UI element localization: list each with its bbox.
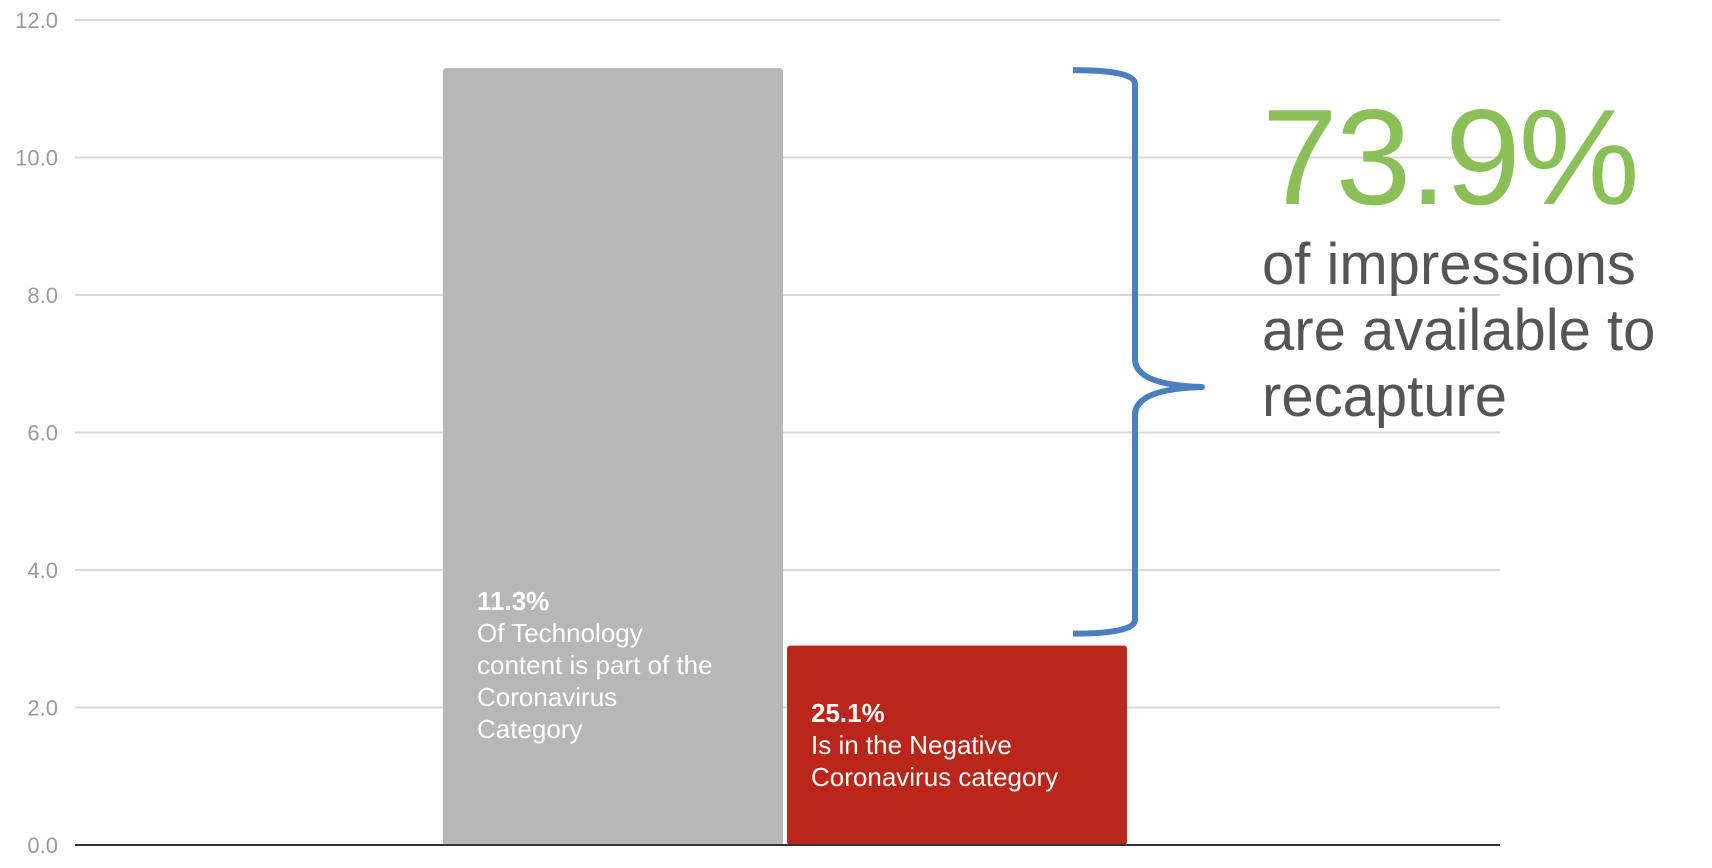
technology-bar-annotation: 11.3% Of Technology content is part of t… [477, 585, 777, 745]
y-tick-label: 12.0 [15, 8, 58, 33]
recapture-callout: 73.9% of impressions are available to re… [1262, 82, 1712, 430]
technology-percent: 11.3% [477, 586, 550, 616]
curly-brace [1072, 67, 1205, 637]
technology-description: Of Technology content is part of the Cor… [477, 618, 713, 744]
negative-bar [787, 645, 1127, 845]
y-axis-ticks: 0.0 2.0 4.0 6.0 8.0 10.0 12.0 [15, 8, 58, 858]
negative-bar-annotation: 25.1% Is in the Negative Coronavirus cat… [811, 697, 1131, 793]
y-tick-label: 0.0 [27, 833, 58, 858]
y-tick-label: 10.0 [15, 146, 58, 171]
y-tick-label: 6.0 [27, 421, 58, 446]
y-tick-label: 8.0 [27, 283, 58, 308]
negative-percent: 25.1% [811, 698, 885, 728]
y-tick-label: 4.0 [27, 558, 58, 583]
bars [443, 68, 1127, 845]
y-tick-label: 2.0 [27, 696, 58, 721]
callout-percent: 73.9% [1262, 81, 1640, 233]
grid-lines [75, 19, 1500, 709]
technology-bar [443, 68, 783, 845]
callout-description: of impressions are available to recaptur… [1262, 232, 1656, 429]
negative-description: Is in the Negative Coronavirus category [811, 730, 1059, 792]
